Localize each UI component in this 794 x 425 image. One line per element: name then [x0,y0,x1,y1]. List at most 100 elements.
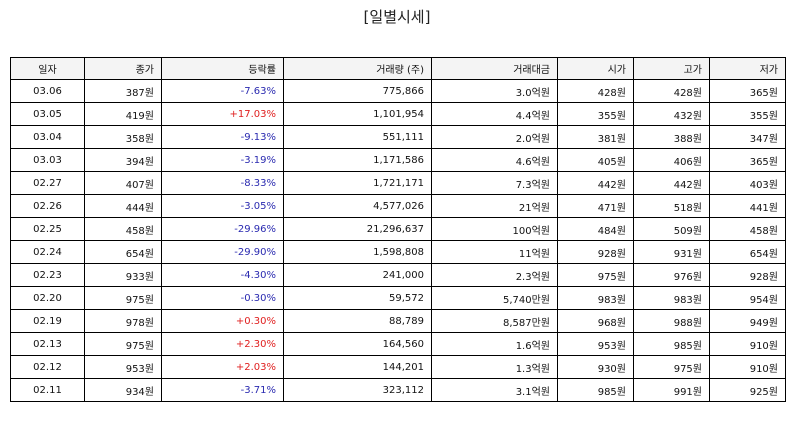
header-change: 등락률 [161,57,284,80]
cell-close: 387원 [84,79,162,103]
cell-close: 444원 [84,194,162,218]
cell-amount: 4.6억원 [431,148,558,172]
cell-amount: 3.1억원 [431,378,558,402]
cell-open: 381원 [557,125,634,149]
cell-date: 02.20 [10,286,85,310]
cell-high: 432원 [633,102,710,126]
cell-amount: 21억원 [431,194,558,218]
cell-close: 394원 [84,148,162,172]
cell-high: 931원 [633,240,710,264]
cell-amount: 8,587만원 [431,309,558,333]
cell-high: 406원 [633,148,710,172]
cell-date: 02.26 [10,194,85,218]
cell-open: 985원 [557,378,634,402]
cell-date: 03.06 [10,79,85,103]
daily-price-table: 일자 종가 등락률 거래량 (주) 거래대금 시가 고가 저가 03.06 387… [10,57,786,402]
cell-date: 02.24 [10,240,85,264]
cell-change: -29.90% [161,240,284,264]
table-row: 02.12 953원 +2.03% 144,201 1.3억원 930원 975원 910원 [10,355,786,379]
cell-date: 03.03 [10,148,85,172]
cell-open: 355원 [557,102,634,126]
cell-open: 484원 [557,217,634,241]
table-row: 03.04 358원 -9.13% 551,111 2.0억원 381원 388원 347원 [10,125,786,149]
cell-change: +2.03% [161,355,284,379]
table-row: 02.25 458원 -29.96% 21,296,637 100억원 484원 509원 4… [10,217,786,241]
cell-amount: 11억원 [431,240,558,264]
header-open: 시가 [557,57,634,80]
header-volume: 거래량 (주) [283,57,432,80]
table-row: 03.05 419원 +17.03% 1,101,954 4.4억원 355원 432원 35… [10,102,786,126]
cell-date: 03.05 [10,102,85,126]
cell-volume: 164,560 [283,332,432,356]
cell-open: 405원 [557,148,634,172]
table-row: 02.11 934원 -3.71% 323,112 3.1억원 985원 991원 925원 [10,378,786,402]
cell-open: 428원 [557,79,634,103]
header-low: 저가 [709,57,786,80]
cell-amount: 5,740만원 [431,286,558,310]
cell-date: 02.25 [10,217,85,241]
cell-amount: 2.0억원 [431,125,558,149]
cell-volume: 323,112 [283,378,432,402]
cell-volume: 59,572 [283,286,432,310]
header-date: 일자 [10,57,85,80]
cell-change: -8.33% [161,171,284,195]
cell-close: 654원 [84,240,162,264]
cell-volume: 21,296,637 [283,217,432,241]
table-row: 02.23 933원 -4.30% 241,000 2.3억원 975원 976원 928원 [10,263,786,287]
cell-open: 983원 [557,286,634,310]
cell-close: 975원 [84,286,162,310]
cell-close: 458원 [84,217,162,241]
cell-high: 518원 [633,194,710,218]
cell-high: 442원 [633,171,710,195]
cell-change: -3.71% [161,378,284,402]
cell-volume: 241,000 [283,263,432,287]
header-close: 종가 [84,57,162,80]
cell-change: -3.05% [161,194,284,218]
cell-high: 988원 [633,309,710,333]
cell-close: 975원 [84,332,162,356]
cell-date: 02.23 [10,263,85,287]
cell-close: 419원 [84,102,162,126]
cell-close: 953원 [84,355,162,379]
cell-change: -3.19% [161,148,284,172]
cell-low: 365원 [709,79,786,103]
cell-close: 978원 [84,309,162,333]
cell-amount: 7.3억원 [431,171,558,195]
header-amount: 거래대금 [431,57,558,80]
table-row: 02.26 444원 -3.05% 4,577,026 21억원 471원 518원 441원 [10,194,786,218]
cell-volume: 1,598,808 [283,240,432,264]
cell-low: 458원 [709,217,786,241]
cell-close: 934원 [84,378,162,402]
cell-change: -7.63% [161,79,284,103]
cell-high: 388원 [633,125,710,149]
cell-change: -29.96% [161,217,284,241]
cell-change: -9.13% [161,125,284,149]
cell-low: 403원 [709,171,786,195]
cell-close: 407원 [84,171,162,195]
table-row: 02.19 978원 +0.30% 88,789 8,587만원 968원 988원 949원 [10,309,786,333]
cell-open: 471원 [557,194,634,218]
cell-low: 910원 [709,332,786,356]
table-row: 03.06 387원 -7.63% 775,866 3.0억원 428원 428원 365원 [10,79,786,103]
cell-date: 02.12 [10,355,85,379]
cell-amount: 3.0억원 [431,79,558,103]
cell-low: 949원 [709,309,786,333]
table-row: 02.20 975원 -0.30% 59,572 5,740만원 983원 983원 954원 [10,286,786,310]
cell-low: 954원 [709,286,786,310]
cell-open: 953원 [557,332,634,356]
cell-change: -4.30% [161,263,284,287]
table-header-row: 일자 종가 등락률 거래량 (주) 거래대금 시가 고가 저가 [10,57,786,80]
cell-open: 930원 [557,355,634,379]
cell-high: 991원 [633,378,710,402]
cell-close: 933원 [84,263,162,287]
cell-high: 975원 [633,355,710,379]
cell-amount: 100억원 [431,217,558,241]
cell-low: 355원 [709,102,786,126]
cell-volume: 775,866 [283,79,432,103]
cell-high: 509원 [633,217,710,241]
table-row: 02.27 407원 -8.33% 1,721,171 7.3억원 442원 442원 403… [10,171,786,195]
header-high: 고가 [633,57,710,80]
cell-low: 928원 [709,263,786,287]
table-row: 02.13 975원 +2.30% 164,560 1.6억원 953원 985원 910원 [10,332,786,356]
cell-low: 365원 [709,148,786,172]
